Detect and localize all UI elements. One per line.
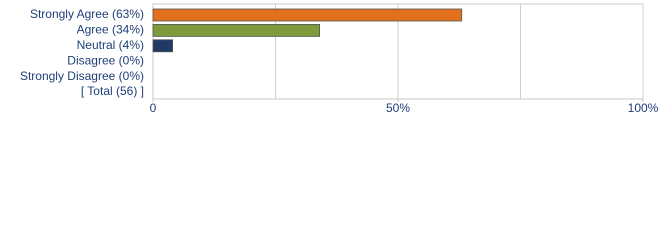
y-tick-label: Neutral (4%) bbox=[77, 38, 144, 52]
y-tick-label: Strongly Disagree (0%) bbox=[20, 69, 144, 83]
x-tick-label: 0 bbox=[150, 101, 157, 115]
y-tick-label: Strongly Agree (63%) bbox=[30, 7, 144, 21]
x-tick-label: 100% bbox=[628, 101, 659, 115]
total-label: [ Total (56) ] bbox=[81, 84, 144, 98]
bar bbox=[152, 39, 174, 53]
chart: 0 50% 100% Strongly Agree (63%) Agree (34%)N… bbox=[20, 3, 659, 115]
bar bbox=[152, 23, 321, 37]
y-tick-label: Agree (34%) bbox=[77, 23, 144, 37]
y-tick-label: Disagree (0%) bbox=[67, 53, 144, 67]
bar bbox=[152, 8, 463, 22]
x-tick-label: 50% bbox=[386, 101, 410, 115]
